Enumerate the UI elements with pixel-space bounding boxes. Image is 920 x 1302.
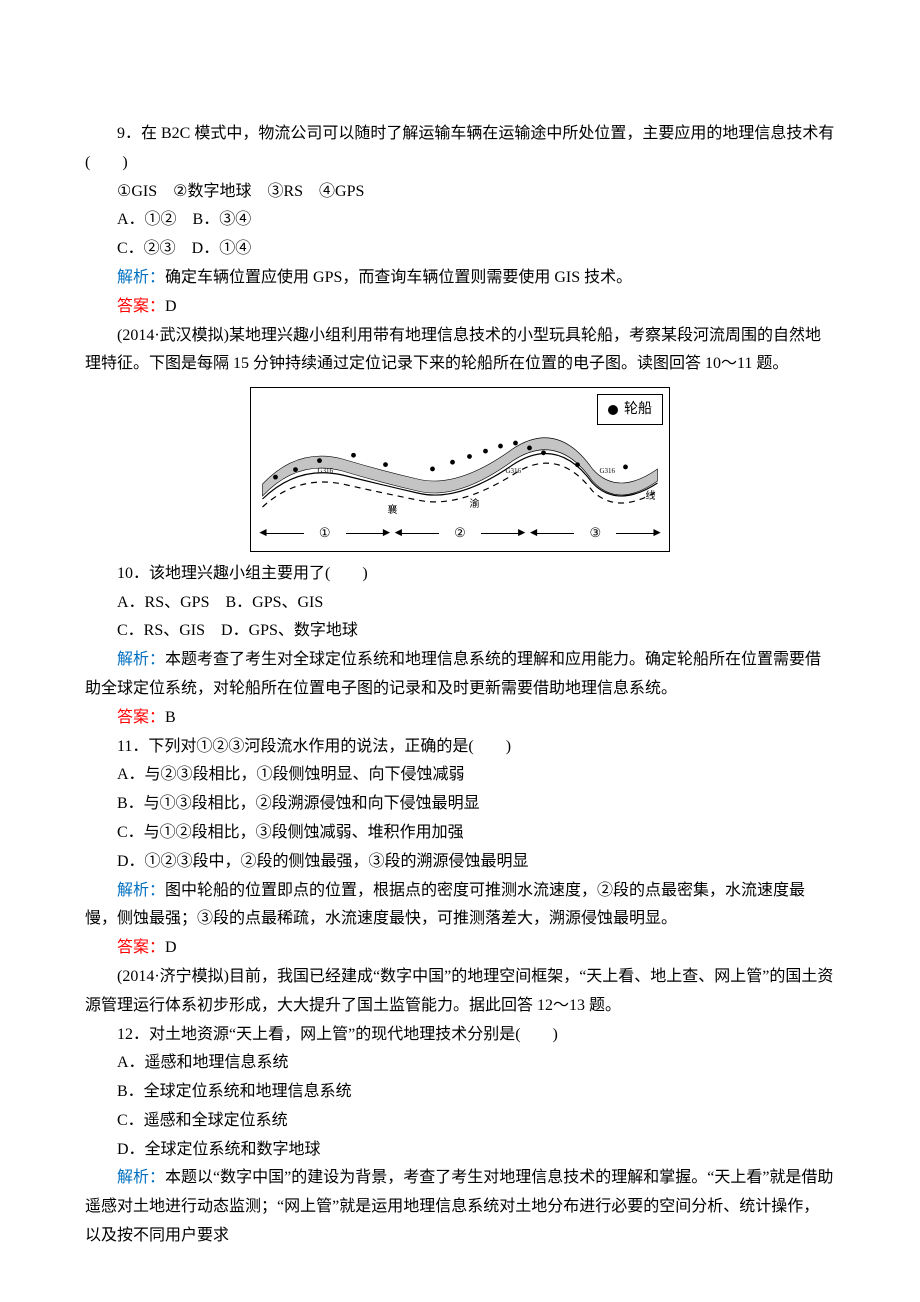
legend-box: 轮船 xyxy=(597,394,663,425)
boat-dot xyxy=(498,444,503,449)
q12-optB: B．全球定位系统和地理信息系统 xyxy=(85,1078,835,1107)
q11-answer-text: D xyxy=(165,939,177,956)
analysis-label: 解析： xyxy=(117,651,165,668)
q9-analysis-text: 确定车辆位置应使用 GPS，而查询车辆位置则需要使用 GIS 技术。 xyxy=(165,269,632,286)
answer-label: 答案： xyxy=(117,709,165,726)
analysis-label: 解析： xyxy=(117,882,165,899)
q12-optC: C．遥感和全球定位系统 xyxy=(85,1107,835,1136)
q11-optC: C．与①②段相比，③段侧蚀减弱、堆积作用加强 xyxy=(85,819,835,848)
boat-dot xyxy=(513,441,518,446)
boat-dot xyxy=(430,467,435,472)
road-label-3: G316 xyxy=(600,467,616,475)
q11-optB: B．与①③段相比，②段溯源侵蚀和向下侵蚀最明显 xyxy=(85,790,835,819)
q12-optD: D．全球定位系统和数字地球 xyxy=(85,1136,835,1165)
q10-analysis-text: 本题考查了考生对全球定位系统和地理信息系统的理解和应用能力。确定轮船所在位置需要… xyxy=(85,651,821,697)
legend-text: 轮船 xyxy=(624,402,652,417)
q10-answer: 答案：B xyxy=(85,704,835,733)
q9-answer-text: D xyxy=(165,298,177,315)
boat-dot xyxy=(527,446,532,451)
q11-optA: A．与②③段相比，①段侧蚀明显、向下侵蚀减弱 xyxy=(85,761,835,790)
rail-label-right: 线 xyxy=(646,489,656,502)
rail-label-mid: 渝 xyxy=(470,497,480,510)
q11-analysis: 解析：图中轮船的位置即点的位置，根据点的密度可推测水流速度，②段的点最密集，水流… xyxy=(85,877,835,935)
q11-stem: 11．下列对①②③河段流水作用的说法，正确的是( ) xyxy=(85,733,835,762)
boat-marker-icon xyxy=(608,405,618,415)
q10-opt-ab: A．RS、GPS B．GPS、GIS xyxy=(85,589,835,618)
segment-2: ◄②► xyxy=(392,521,527,544)
q9-stem: 9．在 B2C 模式中，物流公司可以随时了解运输车辆在运输途中所处位置，主要应用… xyxy=(85,120,835,178)
boat-dot xyxy=(317,459,322,464)
q12-analysis: 解析：本题以“数字中国”的建设为背景，考查了考生对地理信息技术的理解和掌握。“天… xyxy=(85,1164,835,1250)
answer-label: 答案： xyxy=(117,298,165,315)
boat-dot xyxy=(293,468,298,473)
road-label-1: G316 xyxy=(318,467,334,475)
boat-dot xyxy=(450,460,455,465)
q12-stem: 12．对土地资源“天上看，网上管”的现代地理技术分别是( ) xyxy=(85,1021,835,1050)
passage12-intro: (2014·济宁模拟)目前，我国已经建成“数字中国”的地理空间框架，“天上看、地… xyxy=(85,963,835,1021)
segment-1: ◄①► xyxy=(257,521,392,544)
boat-dot xyxy=(483,449,488,454)
q11-optD: D．①②③段中，②段的侧蚀最强，③段的溯源侵蚀最明显 xyxy=(85,848,835,877)
q9-items: ①GIS ②数字地球 ③RS ④GPS xyxy=(85,178,835,207)
boat-dot xyxy=(623,465,628,470)
passage10-intro: (2014·武汉模拟)某地理兴趣小组利用带有地理信息技术的小型玩具轮船，考察某段… xyxy=(85,322,835,380)
q10-opt-cd: C．RS、GIS D．GPS、数字地球 xyxy=(85,617,835,646)
segment-row: ◄①► ◄②► ◄③► xyxy=(257,521,663,544)
q10-answer-text: B xyxy=(165,709,176,726)
q9-opt-cd: C．②③ D．①④ xyxy=(85,235,835,264)
answer-label: 答案： xyxy=(117,939,165,956)
q10-analysis: 解析：本题考查了考生对全球定位系统和地理信息系统的理解和应用能力。确定轮船所在位… xyxy=(85,646,835,704)
rail-label-left: 襄 xyxy=(388,503,398,516)
analysis-label: 解析： xyxy=(117,1169,165,1186)
boat-dot xyxy=(467,454,472,459)
boat-dot xyxy=(383,463,388,468)
q9-analysis: 解析：确定车辆位置应使用 GPS，而查询车辆位置则需要使用 GIS 技术。 xyxy=(85,264,835,293)
river-diagram: 轮船 G316 G316 G316 襄 渝 线 ◄①► xyxy=(85,387,835,552)
q11-analysis-text: 图中轮船的位置即点的位置，根据点的密度可推测水流速度，②段的点最密集，水流速度最… xyxy=(85,882,805,928)
river-svg: G316 G316 G316 襄 渝 线 xyxy=(257,429,663,519)
q10-stem: 10．该地理兴趣小组主要用了( ) xyxy=(85,560,835,589)
segment-3: ◄③► xyxy=(528,521,663,544)
q12-analysis-text: 本题以“数字中国”的建设为背景，考查了考生对地理信息技术的理解和掌握。“天上看”… xyxy=(85,1169,833,1244)
q9-answer: 答案：D xyxy=(85,293,835,322)
boat-dot xyxy=(351,453,356,458)
analysis-label: 解析： xyxy=(117,269,165,286)
q12-optA: A．遥感和地理信息系统 xyxy=(85,1049,835,1078)
boat-dot xyxy=(273,475,278,480)
q11-answer: 答案：D xyxy=(85,934,835,963)
q9-opt-ab: A．①② B．③④ xyxy=(85,206,835,235)
